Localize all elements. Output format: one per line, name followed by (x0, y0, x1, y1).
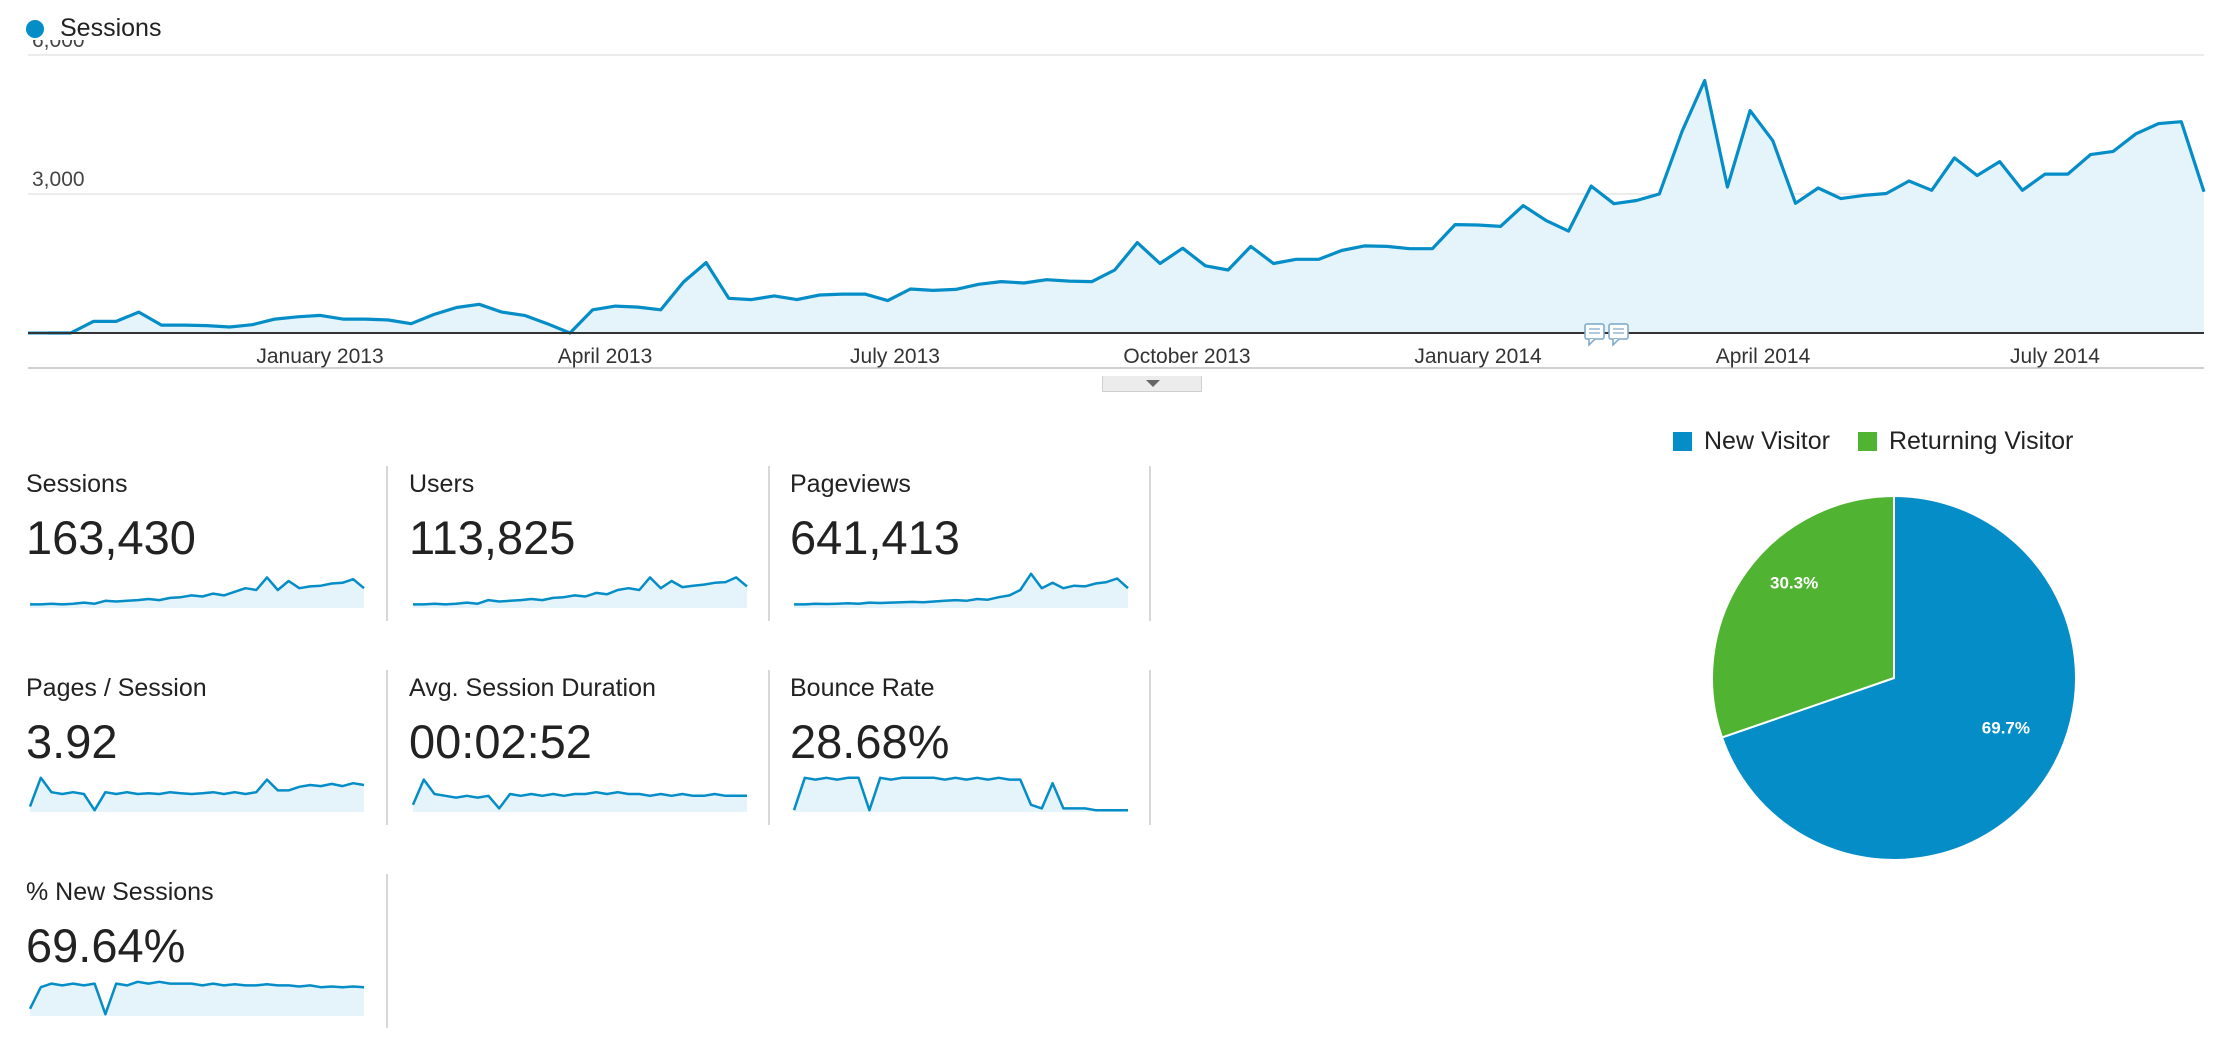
metric-card[interactable]: Pages / Session 3.92 (26, 674, 386, 839)
chart-legend[interactable]: Sessions (26, 14, 161, 43)
metric-label: Pageviews (790, 470, 911, 498)
sparkline-line (413, 576, 748, 606)
y-tick-label: 3,000 (32, 168, 85, 191)
legend-label-new-visitor: New Visitor (1704, 427, 1830, 455)
x-tick-label: January 2013 (256, 345, 383, 368)
sparkline-area (413, 779, 747, 812)
metric-sparkline (28, 776, 365, 812)
annotation-icon[interactable] (1584, 323, 1605, 347)
metric-value: 641,413 (790, 511, 960, 564)
x-tick-label: October 2013 (1123, 345, 1250, 368)
metric-card[interactable]: Pageviews 641,413 (790, 470, 1150, 635)
metric-sparkline (794, 572, 1129, 608)
pie-slice-label: 69.7% (1982, 719, 2030, 738)
sessions-line-chart[interactable]: 6,000 3,000 January 2013 April 2013 July 201… (0, 40, 2236, 380)
sparkline-line (28, 980, 365, 1016)
metric-sparkline (792, 776, 1128, 812)
metric-label: Sessions (26, 470, 128, 498)
x-tick-label: April 2013 (558, 345, 653, 368)
metric-card[interactable]: Users 113,825 (409, 470, 769, 635)
metric-value: 00:02:52 (409, 715, 592, 768)
metric-label: % New Sessions (26, 878, 214, 906)
sessions-legend-dot-icon (26, 19, 44, 38)
sparkline-area (30, 981, 364, 1016)
sparkline-line (30, 576, 365, 606)
metric-label: Bounce Rate (790, 674, 935, 702)
sparkline-line (411, 778, 747, 810)
sparkline-area (413, 577, 747, 608)
sparkline-line (792, 776, 1128, 812)
metric-divider (386, 874, 388, 1028)
x-tick-label: July 2014 (2010, 345, 2100, 368)
metric-divider (768, 670, 770, 825)
metric-card[interactable]: % New Sessions 69.64% (26, 878, 386, 1043)
sparkline-line (794, 572, 1129, 606)
metric-value: 113,825 (409, 511, 576, 564)
metric-value: 69.64% (26, 919, 186, 972)
annotation-icon[interactable] (1608, 323, 1629, 347)
metric-card[interactable]: Bounce Rate 28.68% (790, 674, 1150, 839)
metric-sparkline (411, 778, 747, 812)
sparkline-area (794, 573, 1128, 608)
sessions-area (28, 80, 2204, 333)
metric-sparkline (30, 576, 365, 608)
metric-value: 163,430 (26, 511, 196, 564)
metric-divider (1149, 466, 1151, 621)
sparkline-line (28, 776, 365, 812)
timeline-drag-handle[interactable] (1102, 376, 1202, 392)
legend-label-returning-visitor: Returning Visitor (1888, 427, 2074, 455)
metric-value: 28.68% (790, 715, 950, 768)
y-tick-label: 6,000 (32, 40, 85, 52)
returning-visitor-swatch-icon (1857, 432, 1877, 451)
metric-sparkline (28, 980, 365, 1016)
sparkline-area (794, 777, 1128, 812)
metric-divider (1149, 670, 1151, 825)
metric-value: 3.92 (26, 715, 118, 768)
metric-sparkline (413, 576, 748, 608)
metric-label: Avg. Session Duration (409, 674, 656, 702)
pie-slice-returning-visitor[interactable] (1711, 494, 1895, 739)
metric-divider (386, 670, 388, 825)
x-tick-label: April 2014 (1716, 345, 1811, 368)
metric-divider (768, 466, 770, 621)
metric-label: Pages / Session (26, 674, 207, 702)
x-tick-label: July 2013 (850, 345, 940, 368)
new-visitor-swatch-icon (1673, 432, 1692, 451)
visitor-type-pie-chart[interactable]: 69.7% 30.3% (1700, 488, 2080, 868)
legend-item-returning-visitor[interactable]: Returning Visitor (1857, 427, 2074, 456)
pie-slice-label: 30.3% (1770, 574, 1818, 593)
sparkline-area (30, 577, 364, 608)
metric-label: Users (409, 470, 475, 498)
metric-card[interactable]: Sessions 163,430 (26, 470, 386, 635)
metric-divider (386, 466, 388, 621)
legend-item-new-visitor[interactable]: New Visitor (1673, 427, 1830, 456)
x-tick-label: January 2014 (1414, 345, 1542, 368)
metric-card[interactable]: Avg. Session Duration 00:02:52 (409, 674, 769, 839)
sessions-series-line (48, 78, 2206, 335)
legend-series-label: Sessions (60, 14, 162, 42)
pie-legend: New Visitor Returning Visitor (1673, 427, 2101, 456)
pie-slice-new-visitor[interactable] (1720, 494, 2077, 861)
